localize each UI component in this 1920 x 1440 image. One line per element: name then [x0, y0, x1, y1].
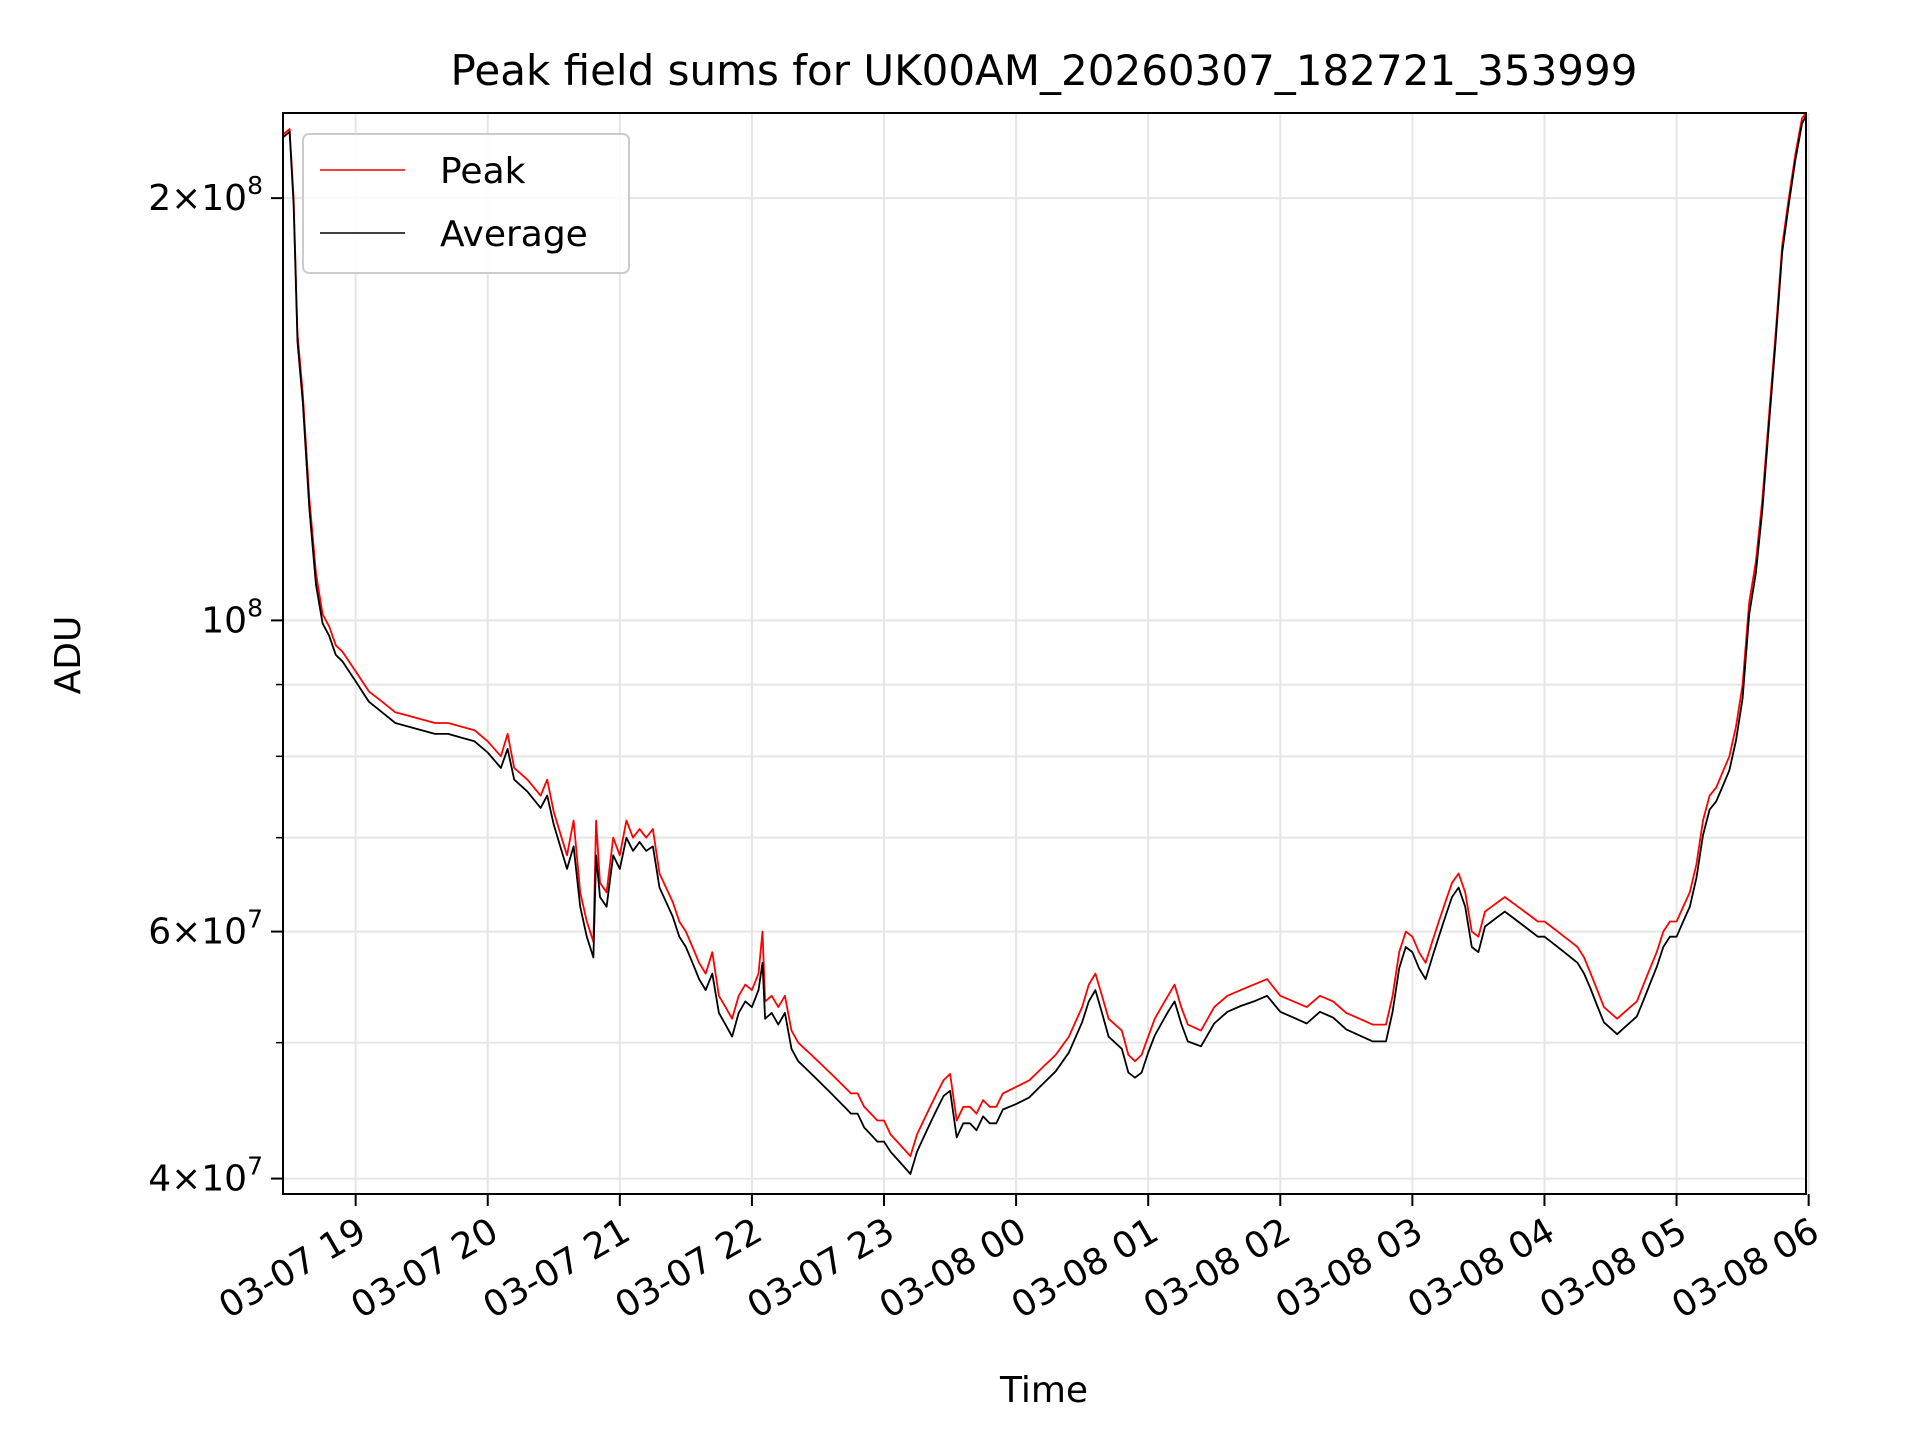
x-axis-label: Time — [999, 1370, 1088, 1411]
chart-title: Peak field sums for UK00AM_20260307_1827… — [451, 46, 1638, 95]
y-axis-label: ADU — [48, 616, 89, 695]
series-line-average — [282, 115, 1807, 1175]
legend-frame — [302, 133, 630, 274]
y-tick-label: 4×107 — [148, 1152, 263, 1200]
y-axis: 4×107 6×107 108 2×108 — [148, 171, 283, 1200]
y-tick-label: 108 — [201, 593, 263, 641]
legend-label-average: Average — [440, 214, 588, 255]
series-layer — [282, 112, 1807, 1175]
plot-frame — [282, 112, 1807, 1195]
legend: Peak Average — [302, 133, 630, 274]
legend-label-peak: Peak — [440, 151, 526, 192]
series-line-peak — [282, 112, 1807, 1158]
y-tick-label: 6×107 — [148, 905, 263, 953]
y-tick-label: 2×108 — [148, 171, 263, 219]
grid-layer — [283, 113, 1810, 1194]
